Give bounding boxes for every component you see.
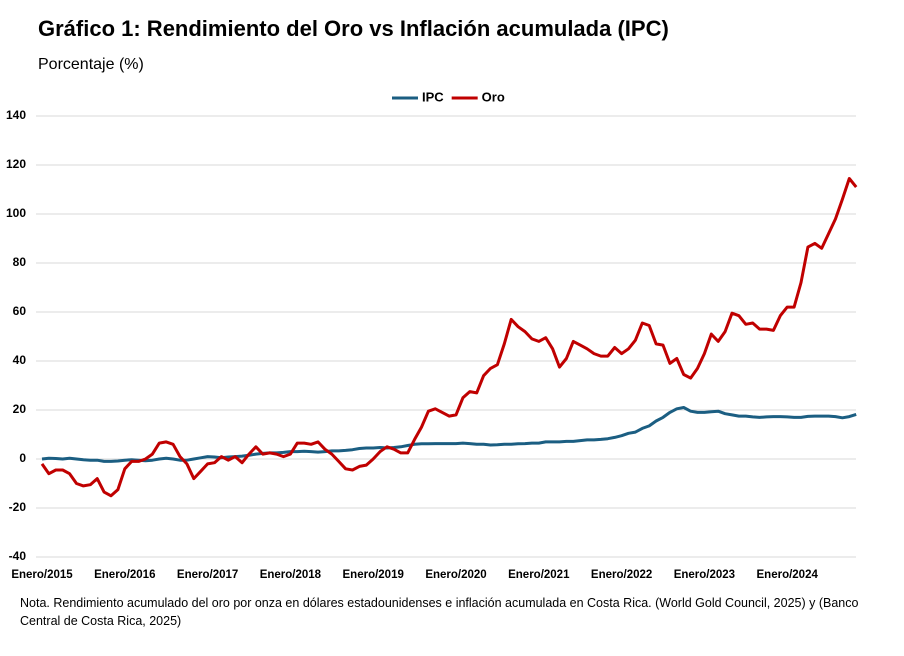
y-tick-label: 20: [13, 402, 27, 416]
x-tick-label: Enero/2024: [757, 569, 819, 581]
legend-label: IPC: [422, 89, 444, 104]
legend-label: Oro: [482, 89, 505, 104]
x-tick-label: Enero/2023: [674, 569, 735, 581]
note: Nota. Rendimiento acumulado del oro por …: [20, 596, 859, 628]
chart-title: Gráfico 1: Rendimiento del Oro vs Inflac…: [38, 16, 669, 41]
x-tick-label: Enero/2019: [343, 569, 404, 581]
y-tick-label: 120: [6, 157, 26, 171]
x-tick-label: Enero/2015: [11, 569, 73, 581]
y-tick-label: 80: [13, 255, 27, 269]
y-tick-label: 60: [13, 304, 27, 318]
x-tick-label: Enero/2017: [177, 569, 238, 581]
chart-subtitle: Porcentaje (%): [38, 56, 144, 73]
x-tick-label: Enero/2020: [425, 569, 486, 581]
series-line: [40, 177, 858, 498]
y-tick-label: -40: [9, 549, 27, 563]
x-tick-label: Enero/2022: [591, 569, 652, 581]
y-tick-label: 0: [19, 451, 26, 465]
x-tick-label: Enero/2021: [508, 569, 570, 581]
x-tick-label: Enero/2016: [94, 569, 155, 581]
y-tick-label: -20: [9, 500, 27, 514]
y-tick-label: 100: [6, 206, 26, 220]
x-tick-label: Enero/2018: [260, 569, 322, 581]
chart: Gráfico 1: Rendimiento del Oro vs Inflac…: [6, 16, 858, 581]
y-tick-label: 140: [6, 108, 26, 122]
series-line: [41, 406, 857, 463]
y-tick-label: 40: [13, 353, 27, 367]
legend: IPC Oro: [392, 89, 505, 104]
